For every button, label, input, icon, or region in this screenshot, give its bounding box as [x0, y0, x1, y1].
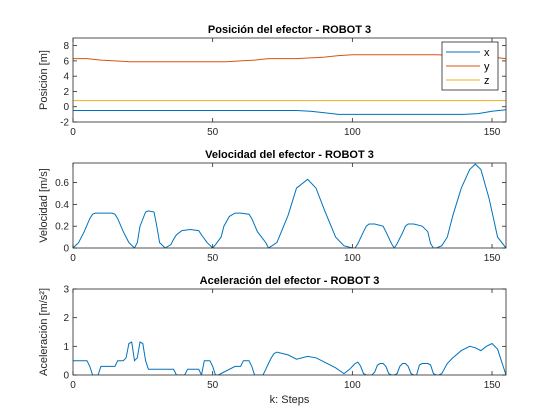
x-tick-label: 0 [70, 380, 76, 391]
series-line-y [73, 54, 506, 63]
legend-label-y: y [484, 61, 490, 73]
chart-title: Posición del efector - ROBOT 3 [208, 24, 371, 36]
axes-box [72, 288, 507, 376]
x-tick-label: 50 [207, 380, 219, 391]
y-tick-label: 2 [63, 87, 69, 98]
x-tick-label: 150 [484, 253, 501, 264]
y-tick-label: 0.4 [55, 200, 69, 211]
x-tick-label: 50 [207, 253, 219, 264]
plot-area [73, 289, 506, 375]
y-tick-label: 6 [63, 56, 69, 67]
y-axis-label: Velocidad [m/s] [38, 168, 50, 243]
y-tick-label: 4 [63, 72, 69, 83]
x-tick-label: 150 [484, 380, 501, 391]
axes-box [72, 162, 507, 249]
y-tick-label: 0 [63, 102, 69, 113]
y-tick-label: 0 [63, 244, 69, 255]
x-tick-label: 100 [344, 127, 361, 138]
y-tick-label: 3 [63, 285, 69, 296]
y-tick-label: 2 [63, 313, 69, 324]
x-tick-label: 100 [344, 253, 361, 264]
chart-panel-3: 0 50 100 150 0 1 2 3 Aceleración del efector - R… [38, 275, 507, 406]
x-tick-label: 0 [70, 253, 76, 264]
y-tick-label: 0 [63, 371, 69, 382]
series-line-x [73, 109, 506, 115]
y-axis-label: Aceleración [m/s²] [38, 288, 50, 376]
legend-label-z: z [484, 75, 490, 87]
x-tick-label: 50 [207, 127, 219, 138]
series-line-p2 [73, 163, 506, 248]
y-axis-label: Posición [m] [38, 50, 50, 110]
plot-area [73, 163, 506, 248]
x-axis-label: k: Steps [270, 394, 310, 406]
chart-title: Velocidad del efector - ROBOT 3 [205, 149, 374, 161]
legend-label-x: x [484, 47, 490, 59]
y-tick-label: 8 [63, 41, 69, 52]
series-line-p3 [73, 341, 506, 375]
axes-box [72, 37, 507, 123]
y-tick-label: -2 [60, 118, 69, 129]
x-tick-label: 100 [344, 380, 361, 391]
chart-panel-2: 0 50 100 150 0 0.2 0.4 0.6 Velocidad del efector… [38, 149, 507, 264]
x-tick-label: 150 [484, 127, 501, 138]
x-tick-label: 0 [70, 127, 76, 138]
plot-area [73, 38, 506, 122]
y-tick-label: 0.2 [55, 222, 69, 233]
y-tick-label: 0.6 [55, 178, 69, 189]
legend: xyz [441, 41, 499, 91]
chart-title: Aceleración del efector - ROBOT 3 [200, 275, 380, 287]
y-tick-label: 1 [63, 342, 69, 353]
